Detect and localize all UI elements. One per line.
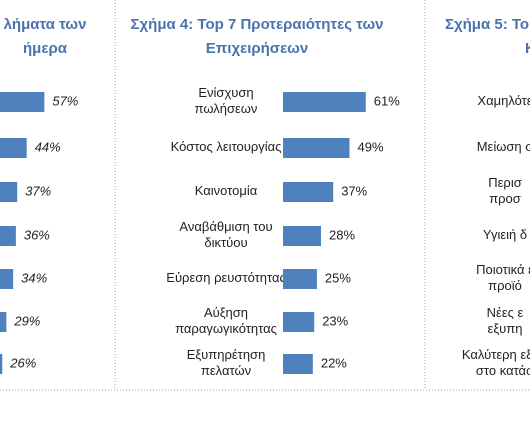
bar [0, 312, 7, 332]
bar [0, 269, 14, 289]
category-label: Περισ προσ [488, 175, 522, 206]
value-label: 37% [25, 183, 51, 198]
value-label: 34% [21, 270, 47, 285]
category-label: Νέες ε εξυπη [487, 305, 524, 336]
category-line: Ποιοτικά ε [476, 262, 530, 277]
panel: λήματα των ήμερα 57% 44% 37% 36% 34% 29% 26% [0, 16, 86, 374]
value-label: 61% [374, 93, 400, 108]
category-line: Αύξηση [204, 305, 248, 320]
category-line: στο κατάσ [476, 363, 530, 378]
category-line: Μείωση σ [477, 139, 530, 154]
category-line: Νέες ε [487, 305, 524, 320]
value-label: 29% [13, 313, 40, 328]
value-label: 25% [325, 270, 351, 285]
category-label: Εξυπηρέτηση πελατών [187, 347, 266, 378]
category-line: Υγιειή δ [483, 227, 527, 242]
value-label: 28% [329, 227, 355, 242]
bar [0, 92, 45, 112]
value-label: 26% [9, 355, 36, 370]
category-label: Καλύτερη εξυπστο κατάσ [462, 347, 530, 378]
category-label: Αναβάθμιση του δικτύου [179, 219, 272, 250]
bar [0, 138, 27, 158]
category-line: παραγωγικότητας [175, 321, 277, 336]
chart-title: λήματα των [4, 16, 87, 33]
category-label: Καινοτομία [195, 183, 258, 198]
value-label: 49% [358, 139, 384, 154]
value-label: 44% [35, 139, 61, 154]
category-line: Καλύτερη εξυπ [462, 347, 530, 362]
bar [283, 92, 366, 112]
category-line: πωλήσεων [195, 101, 258, 116]
category-label: Χαμηλότε [477, 93, 530, 108]
category-line: εξυπη [488, 321, 523, 336]
value-label: 36% [24, 227, 50, 242]
bar [283, 269, 317, 289]
chart-title: Επιχειρήσεων [206, 40, 308, 57]
chart-title: Σχήμα 4: Top 7 Προτεραιότητες των [131, 16, 384, 33]
chart-title: Κ [525, 40, 530, 57]
value-label: 57% [52, 93, 78, 108]
category-label: Μείωση σ [477, 139, 530, 154]
category-label: Αύξηση παραγωγικότητας [175, 305, 277, 336]
category-line: Εξυπηρέτηση [187, 347, 266, 362]
panel: Σχήμα 4: Top 7 Προτεραιότητες των Επιχειρ… [131, 16, 401, 378]
category-line: Ενίσχυση [198, 85, 253, 100]
category-label: Υγιειή δ [483, 227, 527, 242]
bar [283, 138, 350, 158]
value-label: 22% [321, 355, 347, 370]
bar [283, 226, 321, 246]
category-line: Εύρεση ρευστότητας [166, 270, 285, 285]
category-line: πελατών [201, 363, 251, 378]
bar [0, 226, 16, 246]
category-label: Κόστος λειτουργίας [171, 139, 282, 154]
category-line: προϊό [488, 278, 522, 293]
bar [0, 182, 18, 202]
category-label: Ποιοτικά ε προϊό [476, 262, 530, 293]
bar [0, 354, 3, 374]
category-line: Αναβάθμιση του [179, 219, 272, 234]
value-label: 23% [322, 313, 348, 328]
bar [283, 182, 334, 202]
chart-title: ήμερα [23, 40, 68, 57]
bar [283, 312, 315, 332]
category-label: Εύρεση ρευστότητας [166, 270, 285, 285]
category-line: Περισ [488, 175, 522, 190]
chart-title: Σχήμα 5: Το [445, 16, 529, 33]
value-label: 37% [341, 183, 367, 198]
category-line: δικτύου [204, 235, 247, 250]
category-line: Καινοτομία [195, 183, 258, 198]
category-label: Ενίσχυση πωλήσεων [195, 85, 258, 116]
bar [283, 354, 313, 374]
category-line: Χαμηλότε [477, 93, 530, 108]
category-line: προσ [489, 191, 521, 206]
category-line: Κόστος λειτουργίας [171, 139, 282, 154]
